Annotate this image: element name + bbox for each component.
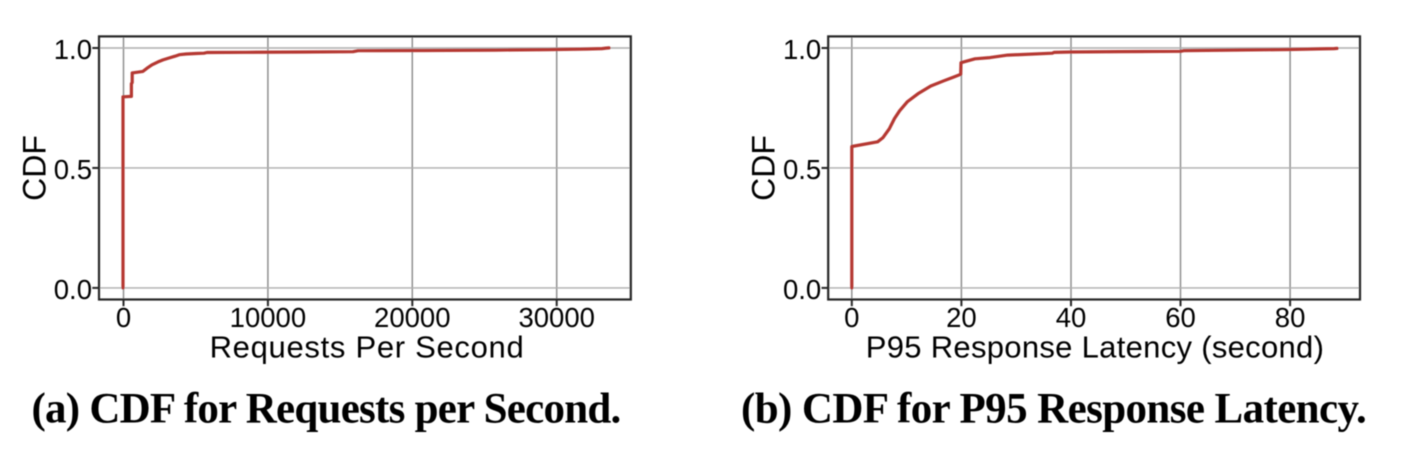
- svg-text:0.5: 0.5: [783, 154, 821, 185]
- svg-text:0.5: 0.5: [54, 154, 92, 185]
- svg-text:80: 80: [1275, 302, 1306, 333]
- svg-text:20000: 20000: [374, 302, 450, 333]
- svg-text:CDF: CDF: [746, 135, 782, 201]
- svg-text:CDF: CDF: [17, 135, 53, 201]
- svg-text:1.0: 1.0: [783, 34, 821, 65]
- svg-text:(a) CDF for Requests per Secon: (a) CDF for Requests per Second.: [31, 386, 620, 433]
- svg-text:(b) CDF for P95 Response Laten: (b) CDF for P95 Response Latency.: [741, 386, 1366, 433]
- svg-text:Requests Per Second: Requests Per Second: [210, 330, 525, 365]
- svg-text:1.0: 1.0: [54, 34, 92, 65]
- svg-text:10000: 10000: [230, 302, 306, 333]
- svg-text:20: 20: [946, 302, 977, 333]
- svg-text:P95 Response Latency (second): P95 Response Latency (second): [866, 330, 1324, 365]
- svg-text:0.0: 0.0: [783, 274, 821, 305]
- svg-text:40: 40: [1056, 302, 1087, 333]
- svg-text:0: 0: [844, 302, 859, 333]
- svg-text:60: 60: [1165, 302, 1196, 333]
- svg-text:0.0: 0.0: [54, 274, 92, 305]
- svg-text:30000: 30000: [518, 302, 594, 333]
- svg-text:0: 0: [116, 302, 131, 333]
